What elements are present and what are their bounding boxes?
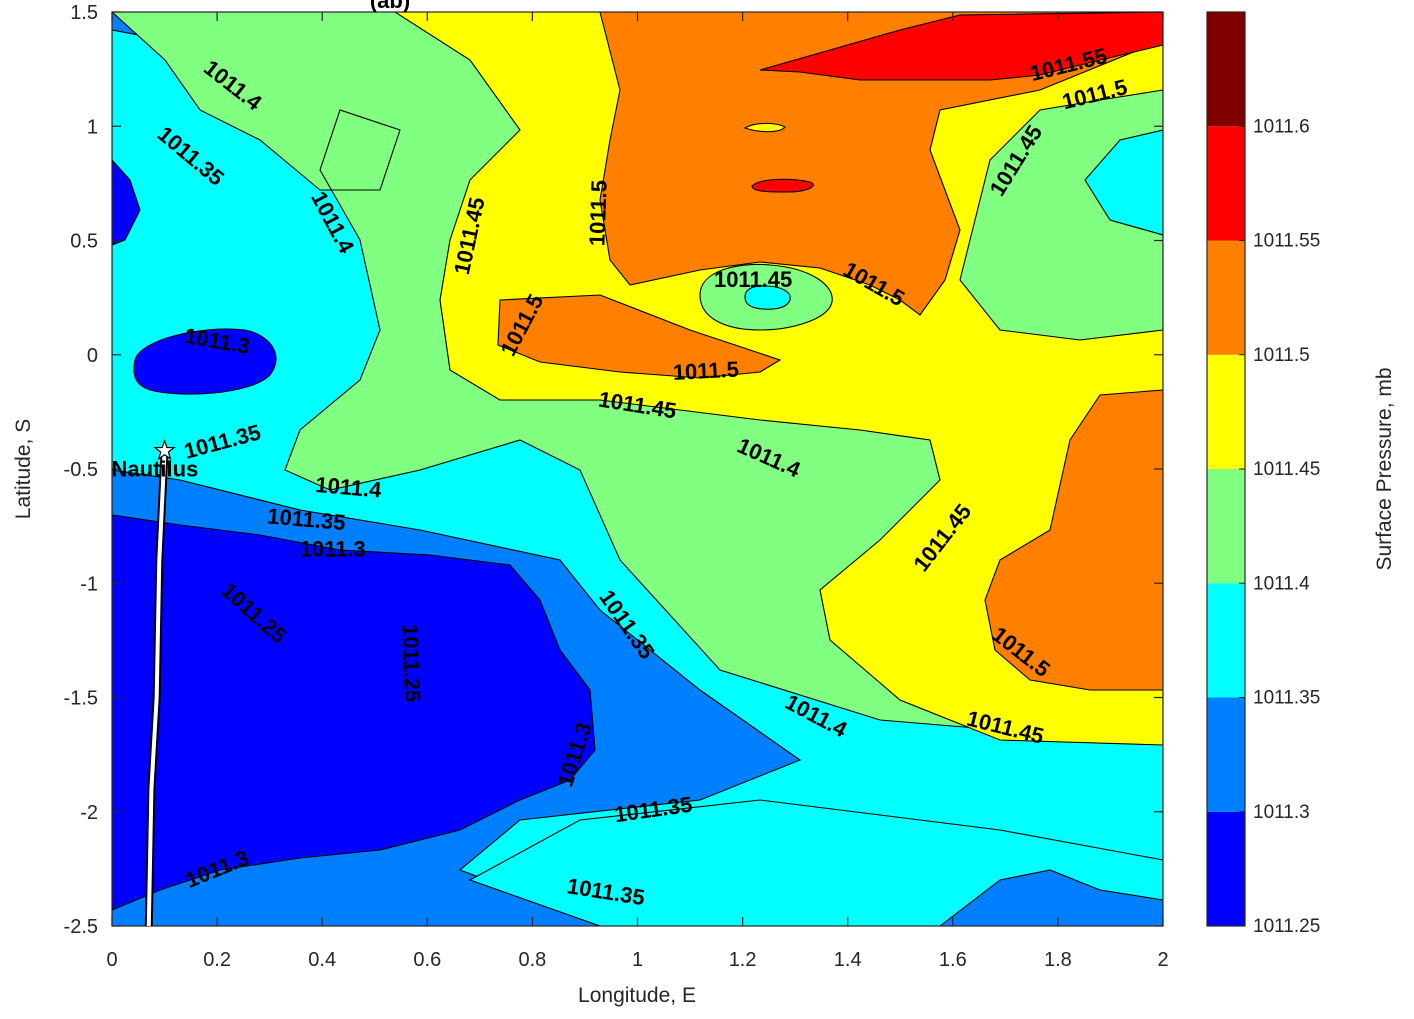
contour-label: 1011.5 bbox=[584, 180, 611, 247]
x-tick-label: 1.4 bbox=[834, 949, 862, 971]
colorbar-segment bbox=[1207, 126, 1245, 241]
x-tick-label: 1.8 bbox=[1044, 949, 1072, 971]
colorbar-segment bbox=[1207, 469, 1245, 584]
region-1011.25-1011.3-upper bbox=[133, 328, 277, 395]
y-tick-label: -0.5 bbox=[64, 459, 98, 481]
region-1011.55-1011.6 bbox=[759, 12, 1163, 81]
y-tick-label: -1.5 bbox=[64, 688, 98, 710]
x-axis-title: Longitude, E bbox=[578, 984, 696, 1007]
region-1011.25-1011.3-edge bbox=[112, 159, 141, 246]
region-1011.45-1011.5-small bbox=[743, 122, 786, 133]
y-axis: 1.5 1 0.5 0 -0.5 -1 -1.5 -2 -2.5 bbox=[64, 2, 1163, 938]
colorbar-tick-label: 1011.25 bbox=[1253, 916, 1320, 937]
x-tick-label: 0.6 bbox=[413, 949, 441, 971]
colorbar-segment bbox=[1207, 354, 1245, 469]
colorbar-tick-label: 1011.35 bbox=[1253, 688, 1320, 709]
region-1011.5-1011.55-right bbox=[984, 389, 1163, 691]
contour-label: 1011.5 bbox=[672, 357, 739, 385]
x-tick-label: 1.6 bbox=[939, 949, 967, 971]
contour-label: 1011.25 bbox=[398, 624, 426, 703]
x-tick-label: 0.4 bbox=[308, 949, 336, 971]
marker-label: Nautilus bbox=[112, 457, 199, 482]
x-tick-label: 1.2 bbox=[729, 949, 757, 971]
y-axis-title: Latitude, S bbox=[12, 419, 35, 519]
y-tick-label: 0.5 bbox=[70, 231, 98, 253]
y-tick-label: -2 bbox=[80, 802, 98, 824]
x-tick-label: 0.8 bbox=[518, 949, 546, 971]
region-1011.45-1011.5 bbox=[393, 12, 1163, 746]
y-tick-label: -2.5 bbox=[64, 916, 98, 938]
region-1011.5-1011.55-left bbox=[497, 294, 782, 379]
x-axis: 0 0.2 0.4 0.6 0.8 1 1.2 1.4 1.6 1.8 2 bbox=[106, 12, 1169, 971]
colorbar-tick-label: 1011.5 bbox=[1253, 345, 1310, 366]
y-tick-label: 1.5 bbox=[70, 2, 98, 24]
colorbar-tick-label: 1011.4 bbox=[1253, 573, 1310, 594]
contour-label: 1011.3 bbox=[300, 536, 366, 561]
x-tick-label: 0 bbox=[106, 949, 117, 971]
colorbar-tick-label: 1011.6 bbox=[1253, 116, 1310, 137]
colorbar-tick-label: 1011.45 bbox=[1253, 459, 1320, 480]
y-tick-label: 1 bbox=[87, 116, 98, 138]
colorbar-segment bbox=[1207, 240, 1245, 355]
colorbar-tick-label: 1011.55 bbox=[1253, 231, 1320, 252]
region-1011.35-right bbox=[1084, 129, 1163, 236]
track-line bbox=[146, 450, 167, 927]
y-tick-label: -1 bbox=[80, 573, 98, 595]
x-tick-label: 0.2 bbox=[203, 949, 231, 971]
y-tick-label: 0 bbox=[87, 345, 98, 367]
contour-label: 1011.45 bbox=[714, 267, 792, 292]
x-tick-label: 2 bbox=[1157, 949, 1168, 971]
region-1011.55-1011.6-small bbox=[751, 178, 814, 193]
colorbar-segment bbox=[1207, 583, 1245, 698]
contour-field bbox=[112, 12, 1163, 926]
region-1011.35-center bbox=[744, 285, 791, 310]
region-1011.25-1011.3-lower bbox=[112, 514, 596, 911]
region-1011.3-1011.35-lower-right bbox=[939, 869, 1163, 926]
nautilus-marker bbox=[153, 438, 176, 461]
colorbar: 1011.6 1011.55 1011.5 1011.45 1011.4 1011.35 1… bbox=[1206, 11, 1320, 937]
colorbar-tick-label: 1011.3 bbox=[1253, 802, 1310, 823]
colorbar-segment bbox=[1207, 811, 1245, 926]
colorbar-title: Surface Pressure, mb bbox=[1373, 367, 1396, 570]
chart-title-fragment: (ab) bbox=[370, 0, 410, 13]
colorbar-segment bbox=[1207, 697, 1245, 812]
contour-label: 1011.4 bbox=[314, 472, 383, 503]
colorbar-segment bbox=[1207, 12, 1245, 127]
ship-track: Nautilus bbox=[112, 438, 199, 927]
x-tick-label: 1 bbox=[632, 949, 643, 971]
region-1011.5-1011.55-top bbox=[599, 12, 1163, 316]
